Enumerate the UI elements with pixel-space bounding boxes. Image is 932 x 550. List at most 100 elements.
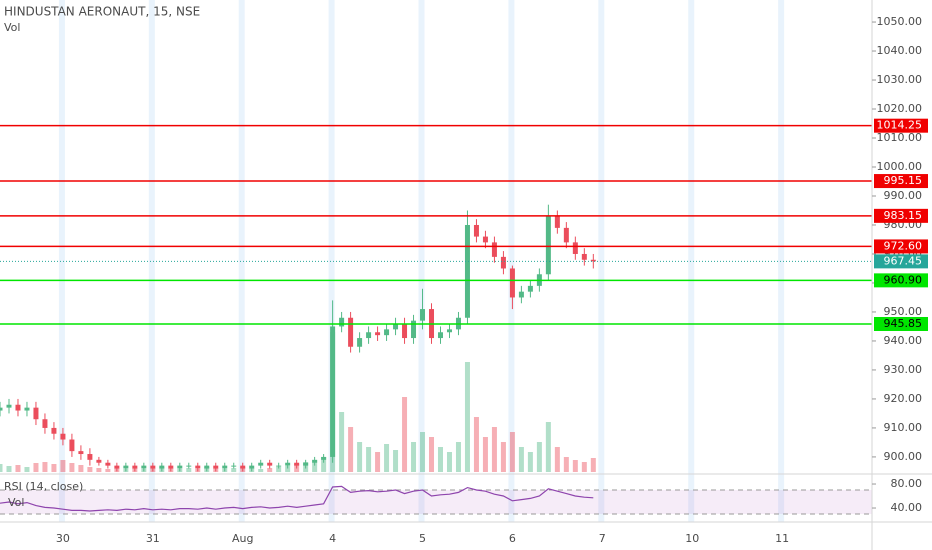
candle-body [527, 285, 533, 292]
volume-bar [473, 417, 479, 472]
volume-bar [51, 464, 57, 472]
level-tag [874, 273, 928, 288]
y-tick-label: 920.00 [884, 392, 923, 405]
volume-bar [78, 465, 84, 472]
candle-body [123, 465, 129, 469]
volume-label: Vol [8, 496, 24, 509]
y-tick-label: 940.00 [884, 334, 923, 347]
volume-bar [348, 427, 354, 472]
level-label: 945.85 [884, 317, 923, 330]
candle-body [357, 338, 363, 347]
candle-body [420, 309, 426, 321]
volume-bar [384, 444, 390, 472]
volume-bar [563, 457, 569, 472]
candle-body [132, 465, 138, 469]
candle-body [554, 216, 560, 228]
volume-bar [420, 432, 426, 472]
candle-body [303, 462, 309, 466]
level-tag [874, 208, 928, 223]
x-tick-label: 30 [56, 532, 70, 545]
candle-body [51, 427, 57, 434]
level-tag [874, 174, 928, 189]
session-stripe [418, 0, 425, 522]
candle-body [159, 465, 165, 469]
y-tick-label: 930.00 [884, 363, 923, 376]
candle-body [590, 259, 596, 262]
candle-body [348, 317, 354, 347]
volume-bar [357, 442, 363, 472]
level-tag [874, 316, 928, 331]
candle-body [240, 465, 246, 469]
volume-bar [366, 447, 372, 472]
volume-bar [24, 467, 30, 472]
session-stripe [148, 0, 155, 522]
candle-body [222, 465, 228, 469]
candle-body [15, 404, 21, 411]
x-tick-label: 10 [685, 532, 699, 545]
x-tick-label: 7 [599, 532, 606, 545]
candle-body [581, 253, 587, 260]
level-label: 995.15 [884, 174, 923, 187]
candle-body [330, 326, 336, 457]
candle-body [249, 465, 255, 469]
volume-bar [267, 468, 273, 472]
candle-body [402, 323, 408, 339]
volume-bar [285, 466, 291, 472]
volume-bar [509, 432, 515, 472]
candle-body [114, 465, 120, 469]
volume-bar [411, 442, 417, 472]
level-tag [874, 239, 928, 254]
volume-bar [527, 452, 533, 472]
candle-body [321, 456, 327, 460]
volume-bar [69, 463, 75, 472]
candle-body [168, 465, 174, 469]
candle-body [213, 465, 219, 469]
candle-body [563, 227, 569, 243]
candle-body [96, 459, 102, 463]
candle-body [0, 407, 3, 411]
y-tick-label: 1000.00 [877, 160, 923, 173]
volume-bar [518, 447, 524, 472]
candle-body [375, 332, 381, 336]
candle-body [177, 465, 183, 469]
volume-bar [321, 457, 327, 472]
volume-bar [500, 442, 506, 472]
candle-body [69, 439, 75, 452]
x-tick-label: 11 [775, 532, 789, 545]
y-tick-label: 1050.00 [877, 15, 923, 28]
candle-body [518, 291, 524, 298]
candle-body [509, 268, 515, 298]
y-tick-label: 910.00 [884, 421, 923, 434]
x-tick-label: 31 [146, 532, 160, 545]
session-stripe [508, 0, 515, 522]
candle-body [294, 462, 300, 466]
volume-bar [590, 458, 596, 472]
session-stripe [58, 0, 65, 522]
session-stripe [688, 0, 695, 522]
candle-body [446, 329, 452, 333]
y-tick-label: 1010.00 [877, 131, 923, 144]
volume-bar [312, 460, 318, 472]
candle-body [204, 465, 210, 469]
plot-layer [0, 124, 872, 512]
candle-body [24, 407, 30, 411]
volume-bar [15, 465, 21, 472]
volume-bar [572, 460, 578, 472]
candle-body [285, 462, 291, 466]
candle-body [482, 236, 488, 243]
session-stripe [778, 0, 785, 522]
volume-bar [42, 462, 48, 472]
volume-label: Vol [4, 21, 20, 34]
candle-body [87, 454, 93, 460]
candle-body [491, 242, 497, 257]
candle-body [231, 465, 237, 467]
volume-bar [231, 468, 237, 472]
volume-bar [186, 468, 192, 472]
volume-bar [446, 452, 452, 472]
y-tick-label: 990.00 [884, 189, 923, 202]
candle-body [437, 332, 443, 339]
volume-bar [545, 422, 551, 472]
candle-body [312, 459, 318, 463]
candle-body [6, 404, 12, 408]
